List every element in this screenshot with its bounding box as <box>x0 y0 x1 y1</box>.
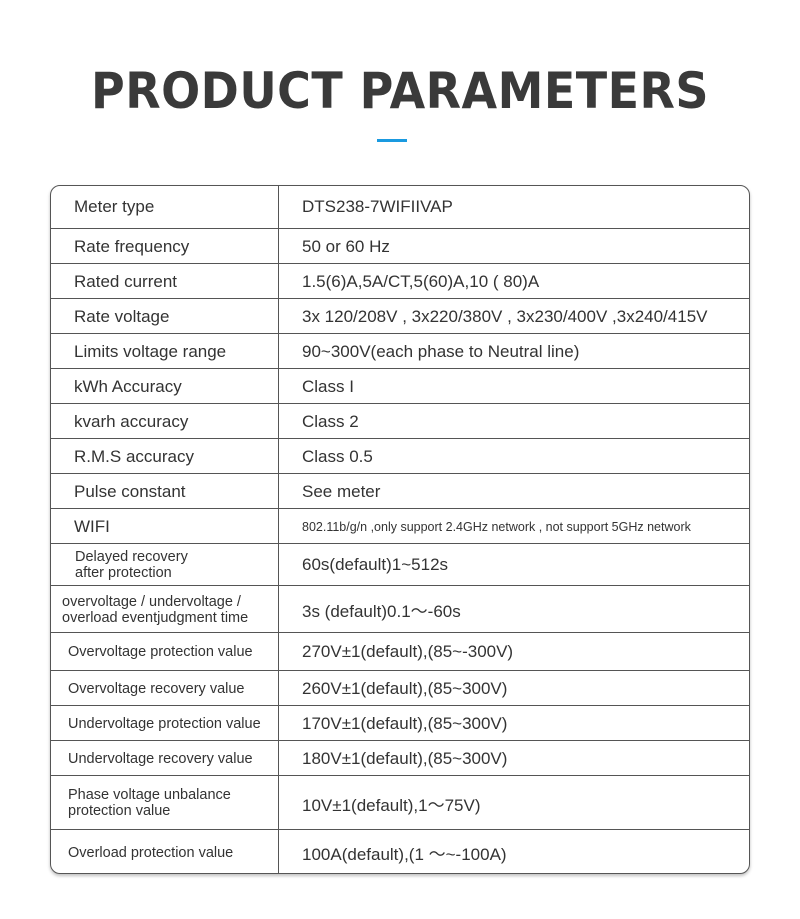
param-value: 1.5(6)A,5A/CT,5(60)A,10 ( 80)A <box>302 271 540 291</box>
param-label: Overload protection value <box>51 830 279 873</box>
table-row: Delayed recovery after protection 60s(def… <box>51 543 749 586</box>
table-row: R.M.S accuracy Class 0.5 <box>51 438 749 474</box>
table-row: Rate frequency 50 or 60 Hz <box>51 228 749 264</box>
param-label: overvoltage / undervoltage / overload ev… <box>51 586 279 633</box>
table-row: Overvoltage protection value 270V±1(defau… <box>51 632 749 671</box>
param-value: 180V±1(default),(85~300V) <box>302 748 508 768</box>
param-value: Class I <box>302 376 354 396</box>
table-row: Rated current 1.5(6)A,5A/CT,5(60)A,10 ( 8… <box>51 263 749 299</box>
param-label: kvarh accuracy <box>51 404 279 439</box>
param-value: Class 0.5 <box>302 446 373 466</box>
table-row: overvoltage / undervoltage / overload ev… <box>51 585 749 633</box>
param-label: Pulse constant <box>51 474 279 509</box>
param-value: 270V±1(default),(85~-300V) <box>302 642 514 661</box>
param-value: 100A(default),(1 ～~-100A) <box>302 845 507 864</box>
param-label: Phase voltage unbalance protection value <box>51 776 279 830</box>
param-value: 60s(default)1~512s <box>302 555 449 574</box>
param-value: 260V±1(default),(85~300V) <box>302 678 508 698</box>
param-value: DTS238-7WIFIIVAP <box>302 197 453 216</box>
param-label: Overvoltage recovery value <box>51 671 279 706</box>
param-label: WIFI <box>51 509 279 544</box>
page-title: PRODUCT PARAMETERS <box>91 62 709 120</box>
param-value: 90~300V(each phase to Neutral line) <box>302 341 580 361</box>
param-value: 3x 120/208V , 3x220/380V , 3x230/400V ,3… <box>302 306 708 326</box>
param-label: Undervoltage protection value <box>51 706 279 741</box>
table-row: Phase voltage unbalance protection value… <box>51 775 749 830</box>
param-value: 50 or 60 Hz <box>302 236 390 256</box>
param-label: Limits voltage range <box>51 334 279 369</box>
param-value: 3s (default)0.1～-60s <box>302 602 461 621</box>
table-row: Rate voltage 3x 120/208V , 3x220/380V , 3… <box>51 298 749 334</box>
table-row: Pulse constant See meter <box>51 473 749 509</box>
table-row: kWh Accuracy Class I <box>51 368 749 404</box>
param-value: 10V±1(default),1～75V) <box>302 795 481 815</box>
param-label: Rate voltage <box>51 299 279 334</box>
param-label: Meter type <box>51 186 279 228</box>
param-label: Rated current <box>51 264 279 299</box>
table-row: Meter type DTS238-7WIFIIVAP <box>51 186 749 228</box>
param-value: See meter <box>302 481 381 501</box>
param-value: 170V±1(default),(85~300V) <box>302 713 508 733</box>
parameters-table: Meter type DTS238-7WIFIIVAP Rate frequency… <box>50 185 750 874</box>
param-label: R.M.S accuracy <box>51 439 279 474</box>
param-label: kWh Accuracy <box>51 369 279 404</box>
table-row: Undervoltage protection value 170V±1(defa… <box>51 705 749 741</box>
table-row: Overload protection value 100A(default),(… <box>51 829 749 873</box>
param-label: Delayed recovery after protection <box>51 544 279 586</box>
param-label: Rate frequency <box>51 229 279 264</box>
table-row: Limits voltage range 90~300V(each phase t… <box>51 333 749 369</box>
table-row: WIFI 802.11b/g/n ,only support 2.4GHz net… <box>51 508 749 544</box>
param-label: Overvoltage protection value <box>51 633 279 671</box>
param-value: Class 2 <box>302 411 359 431</box>
title-accent-bar <box>377 139 407 142</box>
table-row: Undervoltage recovery value 180V±1(defaul… <box>51 740 749 776</box>
table-row: kvarh accuracy Class 2 <box>51 403 749 439</box>
param-value: 802.11b/g/n ,only support 2.4GHz network… <box>302 519 691 534</box>
param-label: Undervoltage recovery value <box>51 741 279 776</box>
table-row: Overvoltage recovery value 260V±1(default… <box>51 670 749 706</box>
